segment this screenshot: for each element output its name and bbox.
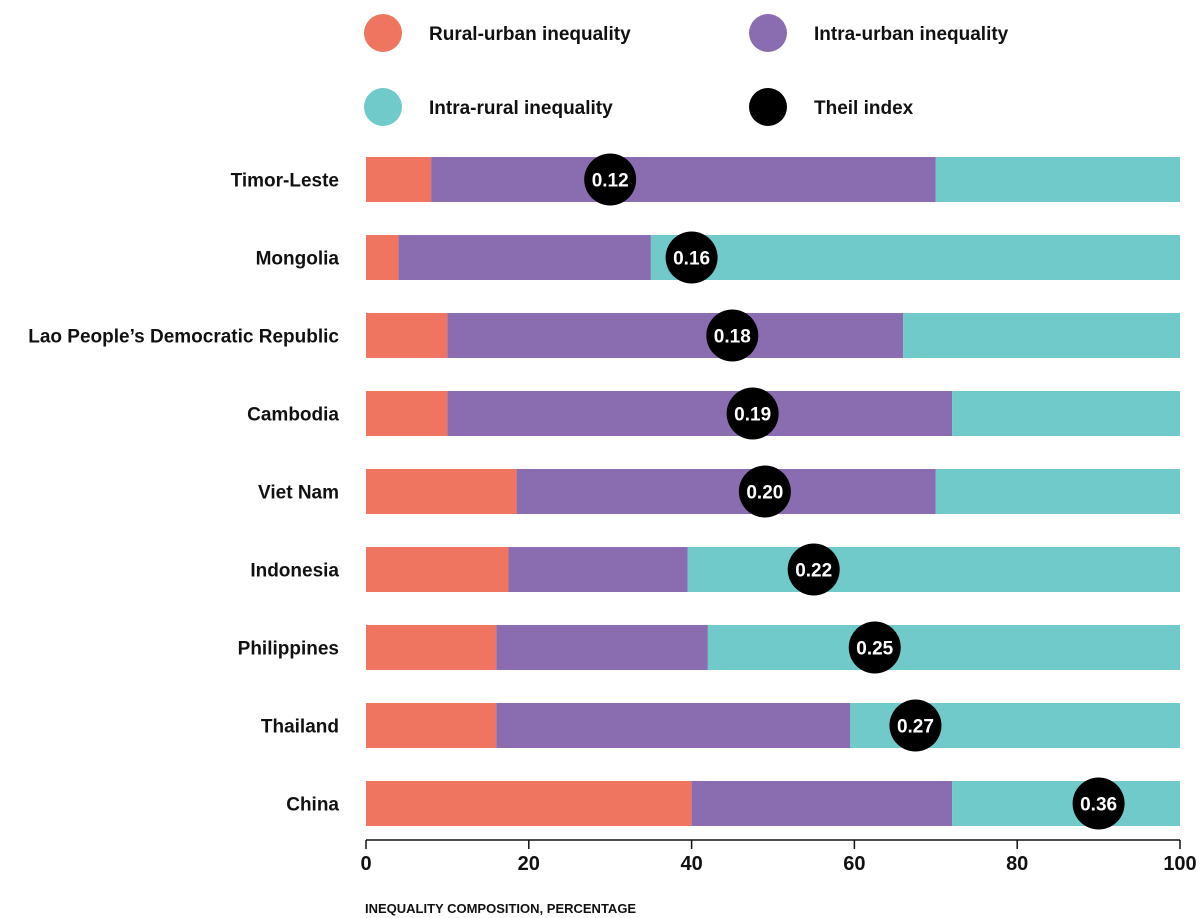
bar-segment-intra-rural-inequality-timor-leste: [935, 157, 1180, 202]
theil-marker-china: [1072, 777, 1125, 830]
legend-label-intra-urban-inequality: Intra-urban inequality: [814, 24, 1009, 45]
theil-marker-viet-nam: [738, 465, 791, 518]
bar-segment-rural-urban-inequality-timor-leste: [366, 157, 432, 202]
bar-segment-rural-urban-inequality-thailand: [366, 703, 497, 748]
bar-segment-intra-rural-inequality-indonesia: [687, 547, 1180, 592]
country-label-lao-people-s-democratic-republic: Lao People’s Democratic Republic: [28, 327, 339, 348]
bar-segment-rural-urban-inequality-lao-people-s-democratic-republic: [366, 313, 448, 358]
theil-value-timor-leste: 0.12: [592, 171, 629, 192]
bars: [366, 157, 1180, 826]
bar-segment-rural-urban-inequality-mongolia: [366, 235, 399, 280]
bar-segment-rural-urban-inequality-philippines: [366, 625, 497, 670]
x-tick-label-60: 60: [843, 853, 865, 875]
theil-value-lao-people-s-democratic-republic: 0.18: [714, 327, 751, 348]
bar-segment-intra-rural-inequality-cambodia: [952, 391, 1180, 436]
theil-marker-timor-leste: [584, 153, 637, 206]
bar-segment-rural-urban-inequality-cambodia: [366, 391, 448, 436]
theil-value-thailand: 0.27: [897, 717, 934, 738]
legend-label-intra-rural-inequality: Intra-rural inequality: [429, 98, 613, 119]
country-label-china: China: [286, 795, 339, 816]
bar-segment-rural-urban-inequality-viet-nam: [366, 469, 517, 514]
bar-segment-intra-urban-inequality-viet-nam: [516, 469, 936, 514]
theil-marker-lao-people-s-democratic-republic: [706, 309, 759, 362]
x-tick-label-80: 80: [1006, 853, 1028, 875]
bar-segment-intra-urban-inequality-mongolia: [398, 235, 651, 280]
x-tick-label-20: 20: [518, 853, 540, 875]
legend-label-rural-urban-inequality: Rural-urban inequality: [429, 24, 631, 45]
legend-swatch-theil-index: [749, 88, 787, 126]
theil-marker-philippines: [848, 621, 901, 674]
country-label-mongolia: Mongolia: [256, 249, 340, 270]
legend-swatch-intra-urban-inequality: [749, 14, 787, 52]
theil-value-mongolia: 0.16: [673, 249, 710, 270]
theil-value-china: 0.36: [1080, 795, 1117, 816]
bar-segment-intra-rural-inequality-viet-nam: [935, 469, 1180, 514]
theil-value-philippines: 0.25: [856, 639, 893, 660]
theil-marker-thailand: [889, 699, 942, 752]
legend: Rural-urban inequality Intra-urban inequa…: [364, 14, 1009, 126]
x-axis: 0 20 40 60 80 100: [360, 839, 1197, 875]
bar-segment-intra-rural-inequality-china: [952, 781, 1180, 826]
legend-swatch-rural-urban-inequality: [364, 14, 402, 52]
country-label-timor-leste: Timor-Leste: [231, 171, 339, 192]
country-label-viet-nam: Viet Nam: [258, 483, 339, 504]
x-tick-label-40: 40: [680, 853, 702, 875]
bar-segment-intra-urban-inequality-lao-people-s-democratic-republic: [447, 313, 904, 358]
country-label-philippines: Philippines: [238, 639, 339, 660]
theil-marker-cambodia: [726, 387, 779, 440]
bar-segment-rural-urban-inequality-china: [366, 781, 692, 826]
country-label-cambodia: Cambodia: [247, 405, 339, 426]
bar-segment-intra-urban-inequality-philippines: [496, 625, 708, 670]
country-labels: Timor-Leste Mongolia Lao People’s Democrat…: [28, 171, 339, 816]
bar-segment-intra-urban-inequality-thailand: [496, 703, 851, 748]
theil-marker-indonesia: [787, 543, 840, 596]
country-label-indonesia: Indonesia: [250, 561, 339, 582]
theil-value-cambodia: 0.19: [734, 405, 771, 426]
theil-value-viet-nam: 0.20: [746, 483, 783, 504]
bar-segment-intra-urban-inequality-timor-leste: [431, 157, 936, 202]
theil-value-indonesia: 0.22: [795, 561, 832, 582]
theil-marker-mongolia: [665, 231, 718, 284]
bar-segment-intra-rural-inequality-philippines: [707, 625, 1180, 670]
theil-markers: 0.12 0.16 0.18 0.19 0.20 0.22 0.25 0.27 0.36: [584, 153, 1125, 830]
bar-segment-intra-urban-inequality-china: [691, 781, 953, 826]
legend-swatch-intra-rural-inequality: [364, 88, 402, 126]
bar-segment-intra-rural-inequality-lao-people-s-democratic-republic: [903, 313, 1180, 358]
bar-segment-intra-urban-inequality-cambodia: [447, 391, 953, 436]
bar-segment-intra-urban-inequality-indonesia: [508, 547, 688, 592]
legend-label-theil-index: Theil index: [814, 98, 914, 119]
country-label-thailand: Thailand: [261, 717, 339, 738]
bar-segment-rural-urban-inequality-indonesia: [366, 547, 509, 592]
x-axis-title: INEQUALITY COMPOSITION, PERCENTAGE: [365, 901, 636, 916]
x-tick-label-0: 0: [360, 853, 371, 875]
x-tick-label-100: 100: [1163, 853, 1196, 875]
bar-segment-intra-rural-inequality-mongolia: [650, 235, 1180, 280]
